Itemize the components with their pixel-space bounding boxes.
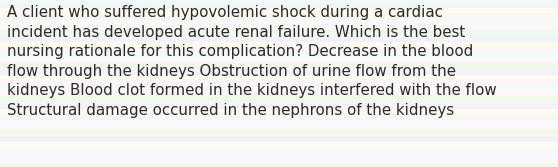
Bar: [0, 8, 558, 13]
Bar: [0, 25, 558, 29]
Bar: [0, 142, 558, 146]
Bar: [0, 17, 558, 21]
Bar: [0, 125, 558, 129]
Bar: [0, 100, 558, 104]
Bar: [0, 33, 558, 38]
Bar: [0, 146, 558, 150]
Bar: [0, 138, 558, 142]
Bar: [0, 54, 558, 58]
Bar: [0, 42, 558, 46]
Bar: [0, 58, 558, 63]
Bar: [0, 121, 558, 125]
Bar: [0, 159, 558, 163]
Bar: [0, 150, 558, 154]
Bar: [0, 117, 558, 121]
Bar: [0, 129, 558, 134]
Bar: [0, 29, 558, 33]
Bar: [0, 46, 558, 50]
Bar: [0, 113, 558, 117]
Bar: [0, 67, 558, 71]
Bar: [0, 84, 558, 88]
Bar: [0, 109, 558, 113]
Bar: [0, 88, 558, 92]
Bar: [0, 104, 558, 109]
Bar: [0, 92, 558, 96]
Bar: [0, 163, 558, 167]
Bar: [0, 96, 558, 100]
Bar: [0, 13, 558, 17]
Bar: [0, 38, 558, 42]
Bar: [0, 21, 558, 25]
Bar: [0, 134, 558, 138]
Bar: [0, 79, 558, 84]
Bar: [0, 71, 558, 75]
Bar: [0, 75, 558, 79]
Bar: [0, 0, 558, 4]
Bar: [0, 4, 558, 8]
Text: A client who suffered hypovolemic shock during a cardiac
incident has developed : A client who suffered hypovolemic shock …: [7, 5, 496, 118]
Bar: [0, 50, 558, 54]
Bar: [0, 63, 558, 67]
Bar: [0, 154, 558, 159]
